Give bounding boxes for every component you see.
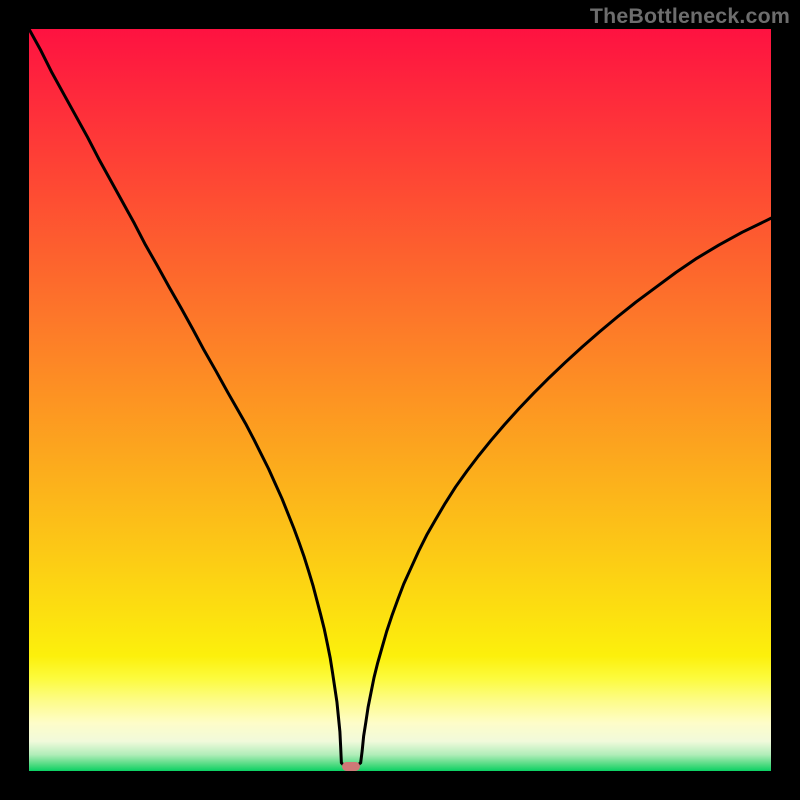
optimum-marker — [342, 762, 359, 770]
plot-area — [29, 29, 771, 771]
chart-frame: TheBottleneck.com — [0, 0, 800, 800]
curve-svg — [29, 29, 771, 771]
watermark: TheBottleneck.com — [590, 4, 790, 29]
bottleneck-curve — [29, 29, 771, 766]
